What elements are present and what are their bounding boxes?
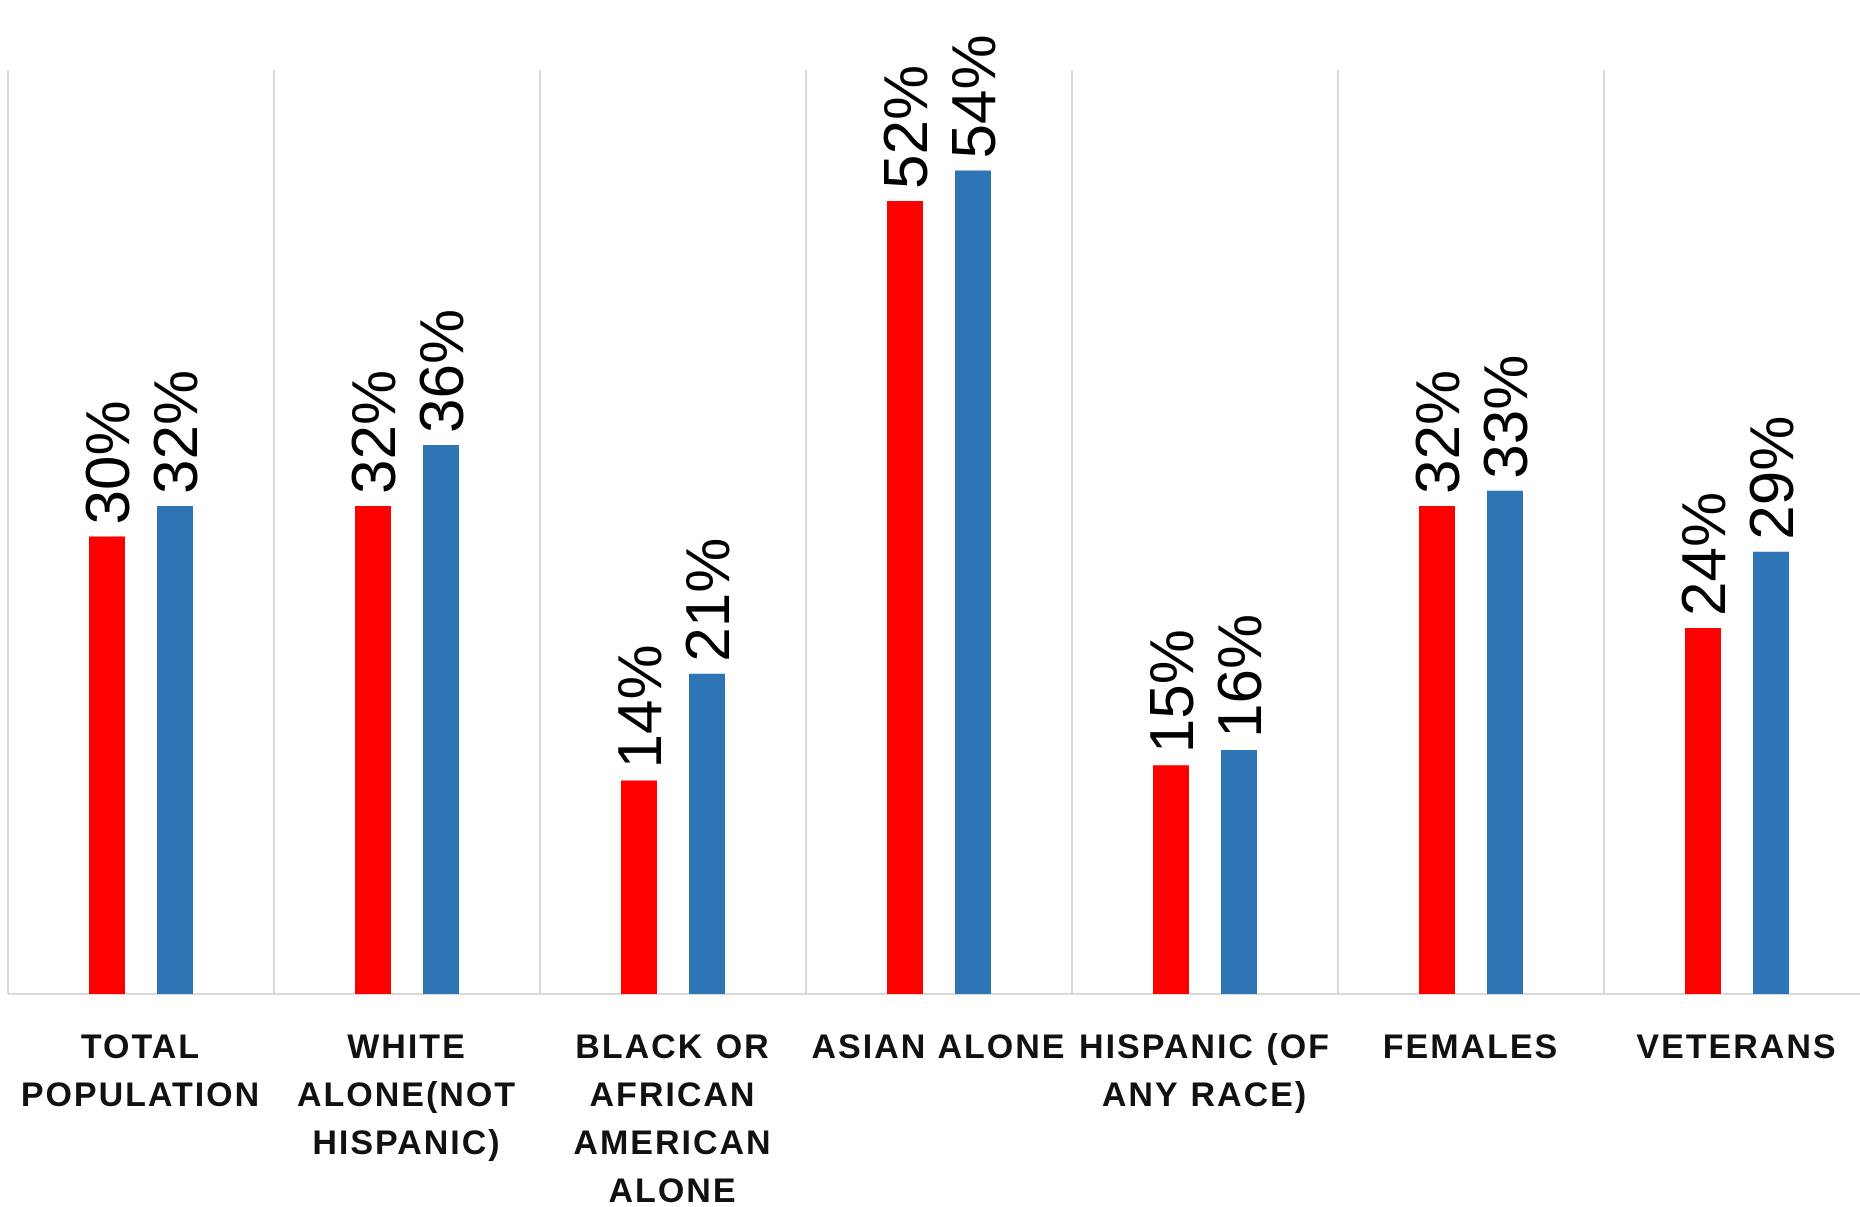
data-label-series1-cat6: 32% [1404,370,1473,494]
bar-series1-cat7 [1685,628,1721,994]
data-label-series2-cat2: 36% [408,309,477,433]
bar-series2-cat6 [1487,490,1523,994]
data-label-series2-cat3: 21% [674,538,743,662]
bar-series2-cat3 [689,673,725,994]
category-label-3-line-4: ALONE [609,1172,738,1207]
data-label-series1-cat5: 15% [1138,629,1207,753]
data-label-series1-cat3: 14% [606,644,675,768]
category-label-1-line-2: POPULATION [21,1076,261,1114]
data-label-series1-cat4: 52% [872,65,941,189]
category-label-5-line-1: HISPANIC (OF [1079,1028,1331,1066]
gridlines [7,70,1605,994]
category-label-4-line-1: ASIAN ALONE [812,1028,1067,1066]
data-label-series2-cat5: 16% [1206,614,1275,738]
data-label-series1-cat7: 24% [1670,492,1739,616]
category-label-6-line-1: FEMALES [1383,1028,1559,1066]
bar-series1-cat5 [1153,765,1189,994]
bar-series1-cat2 [355,506,391,994]
data-label-series2-cat6: 33% [1472,355,1541,479]
category-label-3-line-2: AFRICAN [590,1076,757,1114]
data-label-series2-cat1: 32% [142,370,211,494]
bar-series2-cat4 [955,170,991,994]
bars [89,170,1789,994]
data-label-series1-cat2: 32% [340,370,409,494]
category-label-7-line-1: VETERANS [1636,1028,1837,1066]
category-labels: TOTAL POPULATION WHITE ALONE(NOT HISPANIC) BL… [21,1028,1837,1207]
bar-series1-cat1 [89,536,125,994]
category-label-3-line-3: AMERICAN [573,1124,772,1162]
category-label-3-line-1: BLACK OR [575,1028,770,1066]
category-label-2-line-1: WHITE [347,1028,467,1066]
bar-series2-cat2 [423,445,459,994]
bar-series1-cat3 [621,780,657,994]
data-label-series2-cat7: 29% [1738,416,1807,540]
bar-series2-cat7 [1753,551,1789,994]
data-label-series1-cat1: 30% [74,400,143,524]
bar-series1-cat6 [1419,506,1455,994]
category-label-5-line-2: ANY RACE) [1102,1076,1308,1114]
bar-series2-cat1 [157,506,193,994]
bar-series1-cat4 [887,201,923,994]
data-label-series2-cat4: 54% [940,34,1009,158]
data-labels: 30% 32%14%52%15%32%24%32% 36%21%54%16%33% 2… [74,34,1807,768]
bar-series2-cat5 [1221,750,1257,994]
category-label-2-line-2: ALONE(NOT [297,1076,517,1114]
category-label-1-line-1: TOTAL [81,1028,201,1066]
category-label-2-line-3: HISPANIC) [312,1124,501,1162]
